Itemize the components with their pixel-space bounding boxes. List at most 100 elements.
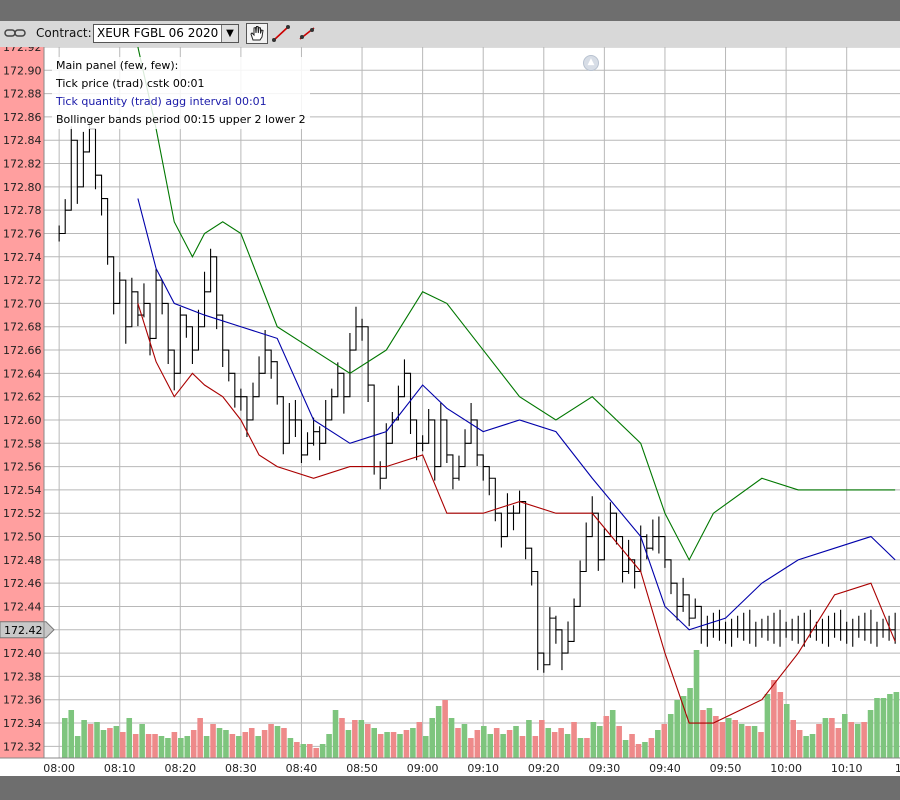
volume-bar	[822, 718, 829, 758]
volume-bar	[294, 742, 300, 758]
link-chain-icon[interactable]	[4, 27, 28, 39]
volume-bar	[558, 728, 564, 758]
volume-bar	[332, 710, 339, 758]
y-tick-label: 172.90	[3, 64, 42, 77]
volume-bar	[403, 730, 410, 758]
volume-bar	[429, 718, 436, 758]
volume-bar	[764, 694, 771, 758]
volume-bar	[609, 710, 616, 758]
y-tick-label: 172.44	[3, 600, 42, 613]
volume-bar	[94, 722, 100, 758]
price-chart[interactable]: 172.92 172.90 172.88 172.86 172.84 172.82 172.…	[0, 47, 900, 776]
time-axis	[0, 758, 900, 776]
x-tick-label: 08:40	[286, 762, 318, 775]
volume-bar	[158, 736, 165, 758]
volume-bar	[783, 704, 790, 758]
x-tick-label: 09:50	[710, 762, 742, 775]
volume-bar	[229, 734, 236, 758]
legend-bollinger: Bollinger bands period 00:15 upper 2 low…	[56, 113, 306, 126]
volume-bar	[468, 738, 474, 758]
triangle-down-icon[interactable]: ▼	[221, 25, 238, 42]
volume-bar	[751, 726, 758, 758]
y-tick-label: 172.34	[3, 717, 42, 730]
volume-bar	[719, 722, 726, 758]
volume-bar	[255, 736, 261, 758]
volume-bar	[796, 730, 803, 758]
volume-bar	[216, 728, 223, 758]
volume-bar	[861, 722, 867, 758]
volume-bar	[571, 722, 577, 758]
volume-bar	[887, 694, 893, 758]
volume-bar	[603, 716, 610, 758]
y-tick-label: 172.36	[3, 694, 42, 707]
chart-legend: Main panel (few, few): Tick price (trad)…	[52, 57, 310, 129]
x-tick-label: 09:20	[528, 762, 560, 775]
volume-bar	[152, 734, 158, 758]
volume-bar	[655, 730, 661, 758]
y-tick-label: 172.64	[3, 367, 42, 380]
volume-bar	[113, 726, 120, 758]
volume-bar	[345, 730, 352, 758]
volume-bar	[306, 744, 313, 758]
volume-bar	[474, 730, 481, 758]
draw-line-icon[interactable]	[270, 23, 292, 44]
volume-bar	[364, 724, 371, 758]
volume-bar	[190, 730, 197, 758]
volume-bar	[248, 728, 255, 758]
volume-bar	[139, 724, 145, 758]
volume-bar	[519, 736, 526, 758]
volume-bar	[68, 710, 75, 758]
volume-bar	[184, 736, 191, 758]
volume-bar	[132, 734, 139, 758]
volume-bar	[854, 724, 861, 758]
volume-bar	[313, 748, 319, 758]
volume-bar	[597, 726, 603, 758]
current-price-marker	[0, 621, 55, 639]
y-tick-label: 172.70	[3, 297, 42, 310]
chart-toolbar: Contract: XEUR FGBL 06 2020 ▼	[0, 21, 900, 48]
y-tick-label: 172.52	[3, 507, 42, 520]
volume-bar	[829, 718, 835, 758]
x-tick-label: 09:10	[467, 762, 499, 775]
price-axis	[0, 47, 44, 758]
volume-bar	[693, 650, 700, 758]
x-tick-label: 08:30	[225, 762, 257, 775]
volume-bar	[223, 730, 229, 758]
volume-bar	[493, 728, 500, 758]
current-price-label: 172.42	[4, 624, 43, 637]
scroll-up-icon[interactable]: ▲	[583, 55, 599, 71]
volume-bar	[410, 728, 416, 758]
volume-bar	[126, 718, 133, 758]
legend-tick-price: Tick price (trad) cstk 00:01	[56, 77, 205, 90]
volume-bar	[616, 726, 622, 758]
draw-segment-icon[interactable]	[296, 23, 318, 44]
volume-bar	[455, 728, 461, 758]
series-mid-line	[137, 198, 896, 631]
volume-bar	[725, 718, 732, 758]
volume-bar	[738, 724, 745, 758]
volume-bar	[274, 726, 281, 758]
volume-bar	[648, 738, 655, 758]
volume-bar	[352, 720, 358, 758]
volume-bar	[513, 726, 519, 758]
volume-bar	[745, 726, 751, 758]
y-tick-label: 172.60	[3, 414, 42, 427]
hand-pan-icon[interactable]	[246, 23, 268, 44]
y-tick-label: 172.88	[3, 88, 42, 101]
volume-bar	[371, 728, 377, 758]
x-tick-label: 10:00	[770, 762, 802, 775]
volume-bar	[268, 724, 274, 758]
x-tick-label: 09:30	[589, 762, 621, 775]
contract-select[interactable]: XEUR FGBL 06 2020 ▼	[93, 24, 239, 43]
volume-bar	[848, 722, 855, 758]
volume-bar	[203, 736, 210, 758]
x-tick-label: 08:50	[346, 762, 378, 775]
volume-bar	[377, 734, 384, 758]
volume-bar	[319, 744, 326, 758]
volume-bar	[635, 744, 642, 758]
volume-bar	[564, 734, 571, 758]
volume-bar	[584, 738, 590, 758]
volume-bar	[674, 700, 680, 758]
volume-bar	[236, 736, 242, 758]
volume-bar	[526, 720, 532, 758]
